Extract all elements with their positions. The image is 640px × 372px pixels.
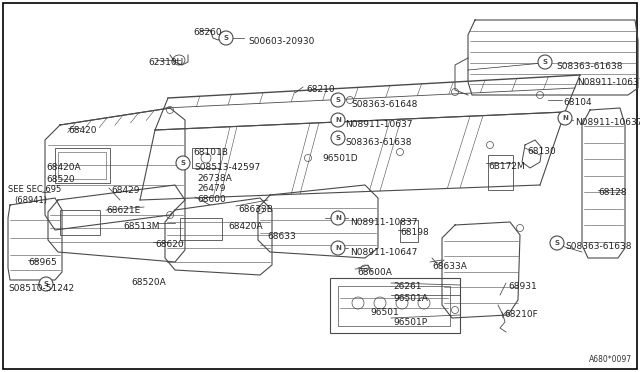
Text: 68600A: 68600A	[357, 268, 392, 277]
Circle shape	[558, 111, 572, 125]
Text: 68621E: 68621E	[106, 206, 140, 215]
Circle shape	[550, 236, 564, 250]
Text: N08911-10637: N08911-10637	[575, 118, 640, 127]
Text: A680*0097: A680*0097	[589, 355, 632, 364]
Text: 68128: 68128	[598, 188, 627, 197]
Circle shape	[331, 131, 345, 145]
Text: 68429: 68429	[111, 186, 140, 195]
Circle shape	[166, 212, 173, 218]
Circle shape	[346, 96, 353, 103]
Text: 96501D: 96501D	[322, 154, 358, 163]
Text: S08363-61638: S08363-61638	[565, 242, 632, 251]
Bar	[330, 278, 460, 333]
Circle shape	[39, 277, 53, 291]
Text: N08911-10647: N08911-10647	[350, 248, 417, 257]
Text: 68420A: 68420A	[46, 163, 81, 172]
Text: 96501P: 96501P	[393, 318, 427, 327]
Circle shape	[176, 156, 190, 170]
Text: S00603-20930: S00603-20930	[248, 37, 314, 46]
Circle shape	[305, 154, 312, 161]
Circle shape	[486, 141, 493, 148]
Text: N: N	[335, 117, 341, 123]
Circle shape	[257, 206, 264, 214]
Text: 68600: 68600	[197, 195, 226, 204]
Text: N: N	[562, 115, 568, 121]
Text: 68513M: 68513M	[123, 222, 159, 231]
Text: N08911-10637: N08911-10637	[345, 120, 413, 129]
Text: 68931: 68931	[508, 282, 537, 291]
Text: S: S	[223, 35, 228, 41]
Circle shape	[536, 92, 543, 99]
Text: 68210F: 68210F	[504, 310, 538, 319]
Text: 68130: 68130	[527, 147, 556, 156]
Text: 68633A: 68633A	[432, 262, 467, 271]
Text: 68198: 68198	[400, 228, 429, 237]
Text: S08513-42597: S08513-42597	[194, 163, 260, 172]
Circle shape	[516, 224, 524, 231]
Bar	[180, 218, 222, 240]
Circle shape	[331, 93, 345, 107]
Text: S: S	[335, 135, 340, 141]
Text: 68520: 68520	[46, 175, 75, 184]
Circle shape	[331, 241, 345, 255]
Text: S08510-51242: S08510-51242	[8, 284, 74, 293]
Bar	[58, 152, 106, 179]
Text: 68633B: 68633B	[238, 205, 273, 214]
Text: 68101B: 68101B	[193, 148, 228, 157]
Text: S: S	[335, 97, 340, 103]
Text: 68260: 68260	[193, 28, 221, 37]
Circle shape	[219, 31, 233, 45]
Text: 96501: 96501	[370, 308, 399, 317]
Text: (68941): (68941)	[14, 196, 47, 205]
Text: 68965: 68965	[28, 258, 57, 267]
Text: SEE SEC.695: SEE SEC.695	[8, 185, 61, 194]
Text: S08363-61648: S08363-61648	[351, 100, 417, 109]
Text: S: S	[543, 59, 547, 65]
Text: N08911-10837: N08911-10837	[350, 218, 417, 227]
Text: S08363-61638: S08363-61638	[345, 138, 412, 147]
Text: 26261: 26261	[393, 282, 422, 291]
Text: 26738A: 26738A	[197, 174, 232, 183]
Circle shape	[451, 307, 458, 314]
Text: 68620: 68620	[155, 240, 184, 249]
Text: S: S	[180, 160, 186, 166]
Text: N: N	[335, 215, 341, 221]
Text: 68633: 68633	[267, 232, 296, 241]
Text: N: N	[335, 245, 341, 251]
Text: 68420: 68420	[68, 126, 97, 135]
Text: S: S	[44, 281, 49, 287]
Bar	[488, 155, 513, 190]
Text: 68520A: 68520A	[131, 278, 166, 287]
Text: 6B172M: 6B172M	[488, 162, 525, 171]
Bar	[400, 220, 418, 242]
Text: S: S	[554, 240, 559, 246]
Bar	[192, 148, 220, 168]
Circle shape	[538, 55, 552, 69]
Bar	[338, 286, 450, 326]
Circle shape	[397, 148, 403, 155]
Text: 26479: 26479	[197, 184, 225, 193]
Text: 68420A: 68420A	[228, 222, 262, 231]
Text: S08363-61638: S08363-61638	[556, 62, 623, 71]
Circle shape	[331, 211, 345, 225]
Circle shape	[451, 89, 458, 96]
Circle shape	[331, 113, 345, 127]
Text: 68210: 68210	[306, 85, 335, 94]
Bar	[60, 210, 100, 235]
Text: 62310U: 62310U	[148, 58, 183, 67]
Circle shape	[166, 106, 173, 113]
Text: N08911-10637: N08911-10637	[577, 78, 640, 87]
Text: 96501A: 96501A	[393, 294, 428, 303]
Bar	[55, 148, 110, 183]
Text: 68104: 68104	[563, 98, 591, 107]
